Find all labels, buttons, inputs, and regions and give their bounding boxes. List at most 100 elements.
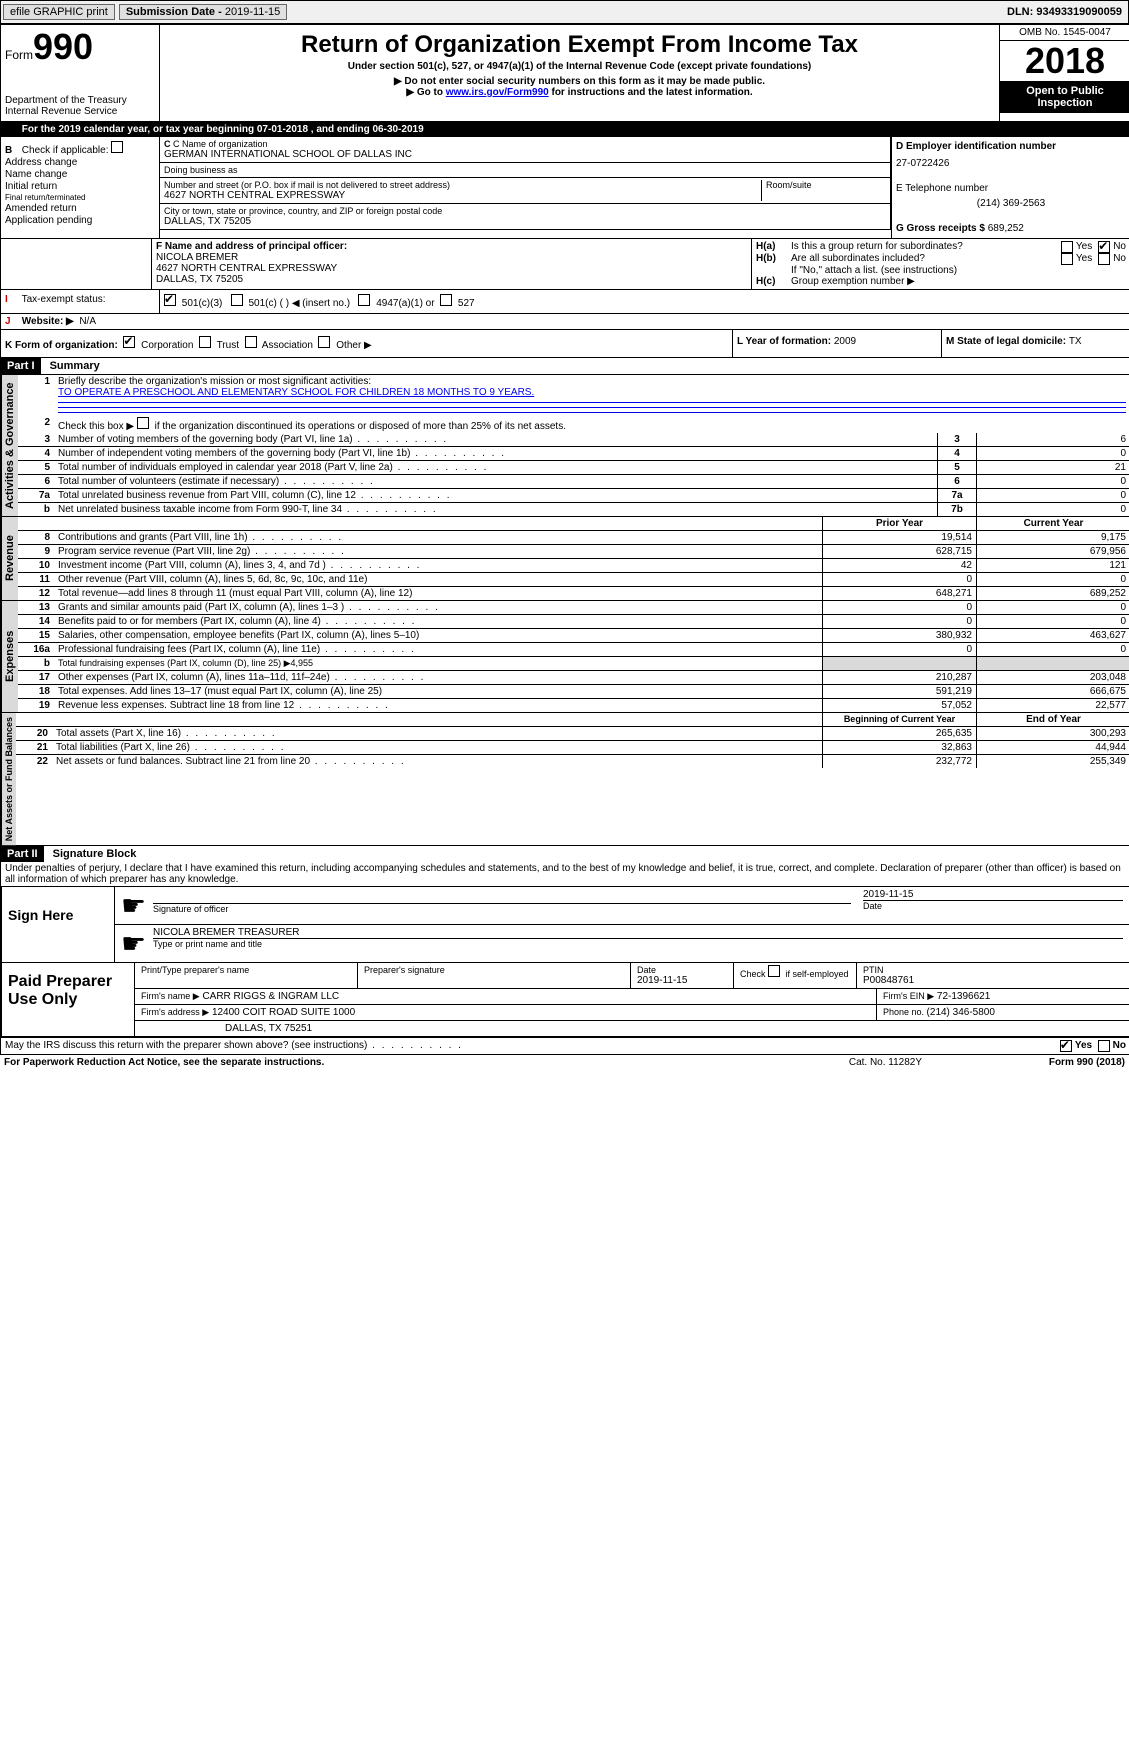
other-checkbox[interactable]: [318, 336, 330, 348]
line7b-value: 0: [977, 503, 1129, 517]
sign-date-label: Date: [863, 901, 1123, 911]
line15-current: 463,627: [977, 629, 1129, 643]
footer-left: For Paperwork Reduction Act Notice, see …: [4, 1057, 849, 1068]
line12-label: Total revenue—add lines 8 through 11 (mu…: [54, 587, 823, 601]
submission-button[interactable]: Submission Date - 2019-11-15: [119, 4, 287, 20]
top-bar: efile GRAPHIC print Submission Date - 20…: [0, 0, 1129, 24]
city-label: City or town, state or province, country…: [164, 206, 886, 216]
line13-label: Grants and similar amounts paid (Part IX…: [54, 601, 823, 615]
line3-label: Number of voting members of the governin…: [54, 433, 938, 447]
ptin-hdr: PTIN: [863, 965, 1123, 975]
line-num: 1: [18, 375, 54, 416]
h-a-text: Is this a group return for subordinates?: [791, 241, 1061, 253]
note2-post: for instructions and the latest informat…: [549, 87, 753, 98]
line6-value: 0: [977, 475, 1129, 489]
line8-label: Contributions and grants (Part VIII, lin…: [54, 531, 823, 545]
501c-checkbox[interactable]: [231, 294, 243, 306]
line-num: 12: [18, 587, 54, 601]
trust-checkbox[interactable]: [199, 336, 211, 348]
yes-label: Yes: [1076, 253, 1092, 265]
ha-no-checkbox[interactable]: [1098, 241, 1110, 253]
line20-label: Total assets (Part X, line 16): [52, 727, 823, 741]
dln-label: DLN:: [1007, 6, 1036, 18]
prep-date-hdr: Date: [637, 965, 727, 975]
dln-value: 93493319090059: [1036, 6, 1122, 18]
firm-addr1: 12400 COIT ROAD SUITE 1000: [212, 1007, 355, 1018]
gross-value: 689,252: [988, 223, 1024, 234]
footer-right: Form 990 (2018): [1049, 1057, 1125, 1068]
hb-no-checkbox[interactable]: [1098, 253, 1110, 265]
checkbox[interactable]: [111, 141, 123, 153]
label: Final return/terminated: [5, 193, 85, 202]
no-label: No: [1113, 253, 1126, 265]
firm-ein: 72-1396621: [937, 991, 990, 1002]
hb-yes-checkbox[interactable]: [1061, 253, 1073, 265]
line1: Briefly describe the organization's miss…: [54, 375, 1129, 416]
mission-label: Briefly describe the organization's miss…: [58, 376, 371, 387]
line2-checkbox[interactable]: [137, 417, 149, 429]
line3-value: 6: [977, 433, 1129, 447]
sign-name: NICOLA BREMER TREASURER: [153, 927, 1123, 939]
line11-current: 0: [977, 573, 1129, 587]
section-h: H(a)Is this a group return for subordina…: [752, 239, 1129, 289]
part1-header: Part I: [1, 358, 41, 374]
preparer-section: Paid Preparer Use Only Print/Type prepar…: [1, 963, 1129, 1037]
note2-pre: ▶ Go to: [406, 87, 445, 98]
line10-current: 121: [977, 559, 1129, 573]
501c3-checkbox[interactable]: [164, 294, 176, 306]
prior-year-hdr: Prior Year: [823, 517, 977, 531]
line13-prior: 0: [823, 601, 977, 615]
discuss-no-checkbox[interactable]: [1098, 1040, 1110, 1052]
sign-section: Sign Here ☛ Signature of officer 2019-11…: [1, 886, 1129, 963]
line-num: 4: [18, 447, 54, 461]
yes-label: Yes: [1076, 241, 1092, 253]
website-label: Website: ▶: [22, 316, 74, 327]
tax-status-label: Tax-exempt status:: [22, 294, 106, 305]
discuss-yes-checkbox[interactable]: [1060, 1040, 1072, 1052]
no-label: No: [1113, 241, 1126, 253]
line-num: 5: [18, 461, 54, 475]
4947-checkbox[interactable]: [358, 294, 370, 306]
line19-label: Revenue less expenses. Subtract line 18 …: [54, 699, 823, 713]
line7b-label: Net unrelated business taxable income fr…: [54, 503, 938, 517]
ref: 5: [938, 461, 977, 475]
tax-year-begin: 07-01-2018: [257, 124, 308, 135]
city-value: DALLAS, TX 75205: [164, 216, 886, 227]
opt-other: Other ▶: [336, 340, 371, 351]
line16a-current: 0: [977, 643, 1129, 657]
firm-name: CARR RIGGS & INGRAM LLC: [202, 991, 339, 1002]
line18-current: 666,675: [977, 685, 1129, 699]
line22-end: 255,349: [977, 755, 1129, 769]
h-c-label: H(c): [756, 276, 791, 287]
year-formation: 2009: [834, 336, 856, 347]
part2-title: Signature Block: [47, 846, 143, 862]
letter-i: I: [5, 294, 19, 305]
line-num: 10: [18, 559, 54, 573]
submission-label: Submission Date -: [126, 6, 225, 18]
tax-year-pre: For the 2019 calendar year, or tax year …: [22, 124, 257, 135]
netassets-section: Net Assets or Fund Balances Beginning of…: [1, 712, 1129, 845]
ref: 4: [938, 447, 977, 461]
line9-prior: 628,715: [823, 545, 977, 559]
ha-yes-checkbox[interactable]: [1061, 241, 1073, 253]
irs-link[interactable]: www.irs.gov/Form990: [446, 87, 549, 98]
phone-value: (214) 369-2563: [896, 198, 1126, 209]
section-m: M State of legal domicile: TX: [941, 330, 1129, 357]
h-a-label: H(a): [756, 241, 791, 253]
no-label: No: [1113, 1040, 1126, 1052]
ref: 7a: [938, 489, 977, 503]
tax-year-end: 06-30-2019: [372, 124, 423, 135]
check-final: Final return/terminated: [5, 193, 155, 202]
efile-button[interactable]: efile GRAPHIC print: [3, 4, 115, 20]
line4-value: 0: [977, 447, 1129, 461]
form-title: Return of Organization Exempt From Incom…: [164, 31, 995, 59]
line-num: 20: [16, 727, 52, 741]
line18-label: Total expenses. Add lines 13–17 (must eq…: [54, 685, 823, 699]
selfemp-checkbox[interactable]: [768, 965, 780, 977]
current-year-hdr: Current Year: [977, 517, 1129, 531]
line20-end: 300,293: [977, 727, 1129, 741]
form-990: Form990 Department of the Treasury Inter…: [0, 24, 1129, 1055]
527-checkbox[interactable]: [440, 294, 452, 306]
assoc-checkbox[interactable]: [245, 336, 257, 348]
corp-checkbox[interactable]: [123, 336, 135, 348]
